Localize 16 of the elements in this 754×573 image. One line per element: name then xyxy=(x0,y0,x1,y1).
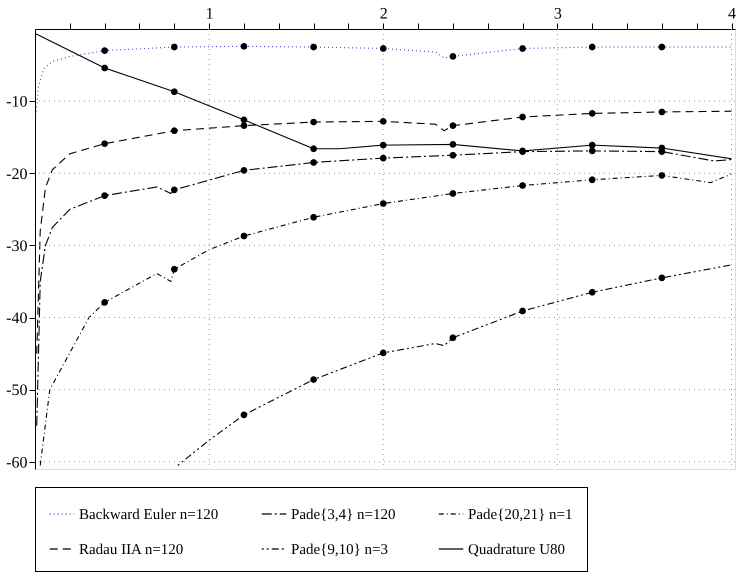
y-tick-label: -10 xyxy=(6,94,28,111)
y-tick-label: -20 xyxy=(6,166,28,183)
x-tick-label: 4 xyxy=(728,6,736,22)
legend-label: Quadrature U80 xyxy=(468,542,566,558)
legend-label: Backward Euler n=120 xyxy=(79,507,218,523)
y-tick-label: -30 xyxy=(6,238,28,255)
legend-label: Pade{20,21} n=1 xyxy=(468,507,573,523)
x-tick-label: 2 xyxy=(380,6,388,22)
y-tick-label: -40 xyxy=(6,310,28,328)
y-tick-label: -60 xyxy=(6,454,28,472)
legend-label: Pade{9,10} n=3 xyxy=(291,542,388,558)
legend-label: Radau IIA n=120 xyxy=(79,542,184,558)
y-tick-label: -50 xyxy=(6,382,28,400)
x-tick-label: 3 xyxy=(554,6,562,22)
x-tick-label: 1 xyxy=(206,6,214,22)
legend-label: Pade{3,4} n=120 xyxy=(291,507,396,523)
